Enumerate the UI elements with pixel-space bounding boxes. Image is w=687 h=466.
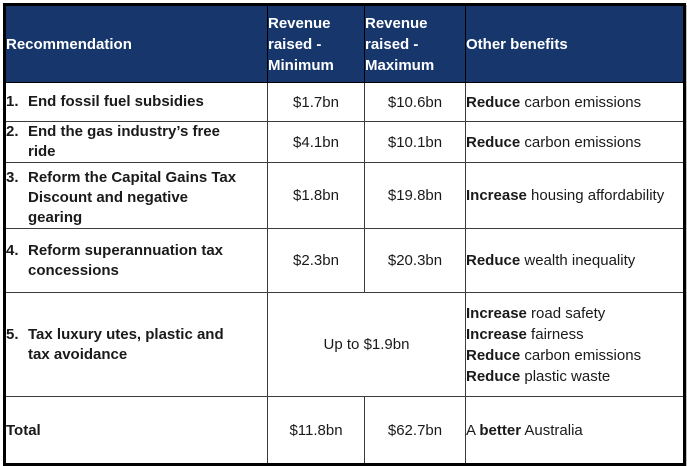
benefits-cell: Increase road safety Increase fairness R… [465,292,685,397]
total-max-cell: $62.7bn [364,396,466,465]
benefits-cell: Increase housing affordability [465,162,685,229]
revenue-min-cell: $1.7bn [267,82,365,122]
benefit-line: Reduce carbon emissions [466,133,642,151]
header-revenue-min: Revenue raised - Minimum [267,4,365,83]
recommendation-cell: 1. End fossil fuel subsidies [4,82,268,122]
benefit-line: Reduce wealth inequality [466,252,636,269]
table-row-2: 2. End the gas industry’s free ride $4.1b… [4,121,685,163]
benefits-cell: Reduce carbon emissions [465,121,685,163]
row-number: 2. [6,123,19,140]
row-number: 4. [6,241,19,259]
revenue-max-cell: $10.1bn [364,121,466,163]
benefit-line: Reduce plastic waste [466,367,611,385]
recommendation-cell: 3. Reform the Capital Gains Tax Discount … [4,162,268,229]
row-number: 1. [6,93,19,110]
total-benefit-cell: A better Australia [465,396,685,465]
revenue-min-cell: $1.8bn [267,162,365,229]
benefits-cell: Reduce wealth inequality [465,228,685,293]
benefit-line: Increase fairness [466,325,584,343]
benefit-line: Reduce carbon emissions [466,93,642,111]
revenue-min-cell: $4.1bn [267,121,365,163]
header-recommendation: Recommendation [4,4,268,83]
header-revenue-max: Revenue raised - Maximum [364,4,466,83]
total-min-cell: $11.8bn [267,396,365,465]
recommendation-title: Reform the Capital Gains Tax Discount an… [28,169,237,226]
table-row-4: 4. Reform superannuation tax concessions … [4,228,685,293]
benefits-cell: Reduce carbon emissions [465,82,685,122]
revenue-min-cell: $2.3bn [267,228,365,293]
table-row-1: 1. End fossil fuel subsidies $1.7bn $10.6… [4,82,685,122]
recommendation-title: Tax luxury utes, plastic and tax avoidan… [28,325,224,363]
table-row-5: 5. Tax luxury utes, plastic and tax avoid… [4,292,685,397]
recommendation-cell: 4. Reform superannuation tax concessions [4,228,268,293]
header-other-benefits: Other benefits [465,4,685,83]
benefit-line: Increase road safety [466,304,606,322]
header-row: Recommendation Revenue raised - Minimum … [4,4,685,83]
recommendation-title: Reform superannuation tax concessions [28,241,224,279]
recommendation-title: End the gas industry’s free ride [28,123,220,160]
benefit-line: Increase housing affordability [466,187,665,204]
benefit-line: Reduce carbon emissions [466,346,642,364]
recommendation-title: End fossil fuel subsidies [28,93,204,110]
table-row-3: 3. Reform the Capital Gains Tax Discount … [4,162,685,229]
benefit-line: A better Australia [466,421,583,439]
revenue-max-cell: $10.6bn [364,82,466,122]
revenue-max-cell: $20.3bn [364,228,466,293]
recommendation-cell: 2. End the gas industry’s free ride [4,121,268,163]
total-label: Total [4,396,268,465]
row-number: 5. [6,325,19,343]
recommendation-cell: 5. Tax luxury utes, plastic and tax avoid… [4,292,268,397]
revenue-max-cell: $19.8bn [364,162,466,229]
revenue-merged-cell: Up to $1.9bn [267,292,466,397]
total-row: Total $11.8bn $62.7bn A better Australia [4,396,685,465]
recommendations-table: Recommendation Revenue raised - Minimum … [3,3,686,466]
row-number: 3. [6,169,19,186]
